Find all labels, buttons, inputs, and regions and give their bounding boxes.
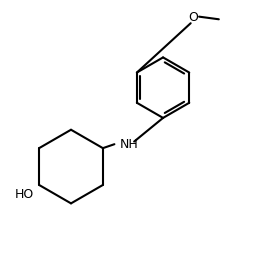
Text: O: O <box>188 11 198 25</box>
Text: HO: HO <box>14 188 34 201</box>
Text: NH: NH <box>120 138 138 151</box>
